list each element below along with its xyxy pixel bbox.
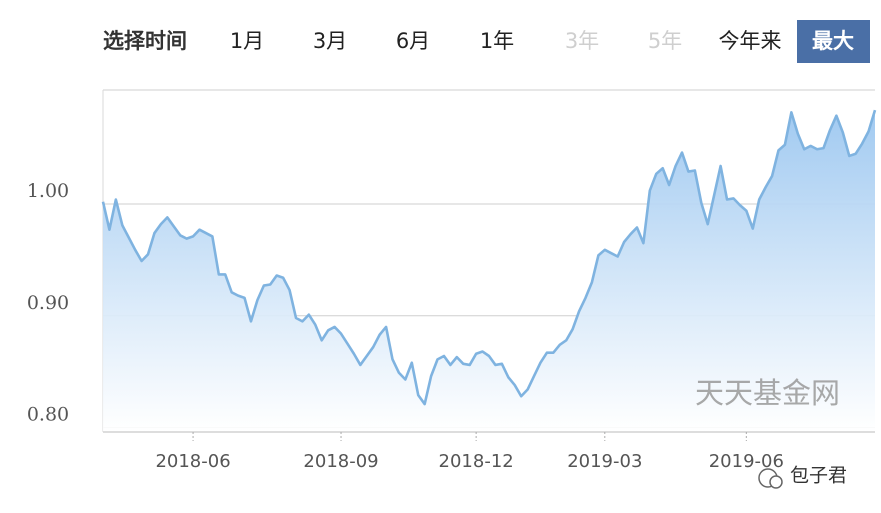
x-tick-label: 2018-09 — [303, 451, 378, 472]
time-range-selector: 选择时间 1月 3月 6月 1年 3年 5年 今年来 最大 — [103, 20, 870, 63]
account-badge: 包子君 — [758, 465, 847, 489]
range-tab[interactable]: 5年 — [648, 29, 682, 53]
y-tick-label: 0.80 — [27, 404, 69, 426]
nav-line — [101, 109, 877, 406]
account-name: 包子君 — [790, 465, 847, 487]
range-tab[interactable]: 3月 — [313, 29, 347, 53]
range-tab[interactable]: 6月 — [396, 29, 430, 53]
x-tick-label: 2019-06 — [709, 451, 784, 472]
x-tick-label: 2018-12 — [439, 451, 514, 472]
area-fill — [103, 110, 875, 433]
y-tick-label: 1.00 — [27, 180, 69, 202]
range-tab[interactable]: 1年 — [480, 29, 514, 53]
x-tick-label: 2018-06 — [155, 451, 230, 472]
range-tab[interactable]: 1月 — [230, 29, 264, 53]
range-tab[interactable]: 3年 — [565, 29, 599, 53]
watermark: 天天基金网 — [695, 376, 840, 410]
selector-label: 选择时间 — [103, 29, 187, 53]
active-tab-background[interactable] — [797, 20, 870, 63]
range-tab[interactable]: 今年来 — [719, 29, 782, 53]
x-tick-label: 2019-03 — [567, 451, 642, 472]
active-tab[interactable]: 最大 — [812, 29, 854, 53]
wechat-icon-inner — [769, 475, 783, 489]
plot-area — [101, 109, 877, 433]
y-tick-label: 0.90 — [27, 292, 69, 314]
